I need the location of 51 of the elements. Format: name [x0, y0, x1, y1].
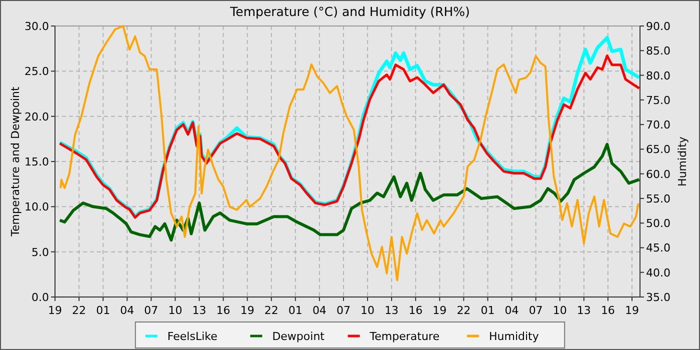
y2-tick-label: 75.0: [646, 94, 670, 107]
legend-label: FeelsLike: [167, 330, 218, 343]
y-tick-label: 15.0: [24, 156, 49, 168]
x-tick-label: 10: [552, 304, 567, 317]
y2-tick-label: 85.0: [646, 44, 670, 58]
y2-axis-title: Humidity: [676, 136, 689, 186]
y-tick-label: 5.0: [32, 246, 49, 259]
x-tick-label: 19: [432, 304, 447, 317]
x-tick-label: 13: [192, 304, 206, 317]
y2-tick-label: 80.0: [646, 69, 670, 82]
y-tick-label: 30.0: [24, 20, 49, 33]
x-tick-label: 16: [216, 304, 230, 317]
y2-tick-label: 65.0: [646, 143, 670, 156]
x-tick-label: 19: [240, 304, 254, 317]
y2-tick-label: 60.0: [646, 168, 670, 181]
x-tick-label: 07: [528, 304, 543, 317]
x-tick-label: 10: [360, 304, 375, 317]
x-tick-label: 10: [168, 304, 182, 317]
legend-label: Dewpoint: [272, 330, 326, 343]
y2-tick-label: 45.0: [646, 242, 670, 255]
y2-tick-label: 90.0: [646, 20, 670, 33]
legend-label: Temperature: [368, 330, 440, 343]
x-tick-label: 19: [624, 304, 639, 317]
x-tick-label: 01: [96, 304, 110, 317]
y2-tick-label: 35.0: [646, 291, 670, 304]
x-tick-label: 04: [312, 304, 326, 317]
x-tick-label: 13: [576, 304, 591, 317]
y-axis-title: Temperature and Dewpoint: [9, 86, 22, 238]
y2-tick-label: 50.0: [646, 217, 670, 230]
x-tick-label: 16: [408, 304, 423, 317]
x-tick-label: 04: [120, 304, 134, 317]
y2-tick-label: 40.0: [646, 266, 670, 280]
x-tick-label: 01: [480, 304, 495, 317]
y-tick-label: 0.0: [32, 291, 49, 304]
x-tick-label: 22: [264, 304, 278, 317]
chart-title: Temperature (°C) and Humidity (RH%): [229, 4, 470, 19]
y-tick-label: 10.0: [24, 200, 49, 214]
legend-label: Humidity: [489, 330, 540, 343]
x-tick-label: 07: [336, 304, 350, 317]
x-tick-label: 19: [48, 304, 62, 317]
x-tick-label: 01: [288, 304, 302, 317]
y-tick-label: 25.0: [24, 65, 49, 78]
x-tick-label: 16: [600, 304, 615, 317]
y2-tick-label: 55.0: [646, 192, 670, 206]
x-tick-label: 04: [504, 304, 519, 317]
y-tick-label: 20.0: [24, 110, 49, 124]
x-tick-label: 22: [72, 304, 86, 317]
x-tick-label: 13: [384, 304, 399, 317]
x-tick-label: 07: [144, 304, 158, 317]
y2-tick-label: 70.0: [646, 118, 670, 132]
x-tick-label: 22: [456, 304, 471, 317]
